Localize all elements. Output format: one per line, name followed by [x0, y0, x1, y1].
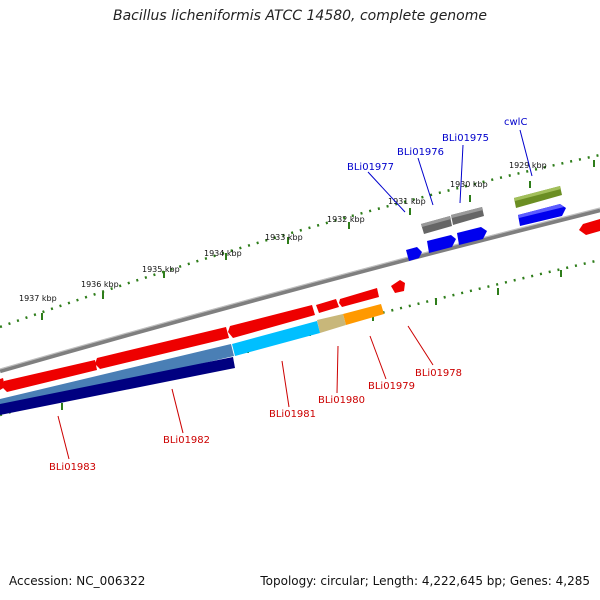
- gene-arrow-red-1982: [95, 327, 229, 369]
- scale-label: 1934 kbp: [204, 249, 242, 258]
- accession-text: Accession: NC_006322: [9, 574, 146, 588]
- gene-arrow-red-1983: [2, 360, 97, 392]
- scale-label: 1932 kbp: [327, 215, 365, 224]
- forward-leaders: [367, 129, 533, 213]
- gene-arrow-red-1979b: [316, 299, 339, 313]
- inner-major-ticks: [61, 270, 562, 410]
- gene-label-BLi01976: BLi01976: [397, 147, 444, 158]
- gene-label-BLi01982: BLi01982: [163, 435, 210, 446]
- outer-major-ticks: [41, 160, 595, 320]
- scale-label: 1929 kbp: [509, 161, 547, 170]
- gene-label-BLi01981: BLi01981: [269, 409, 316, 420]
- scale-label: 1937 kbp: [19, 294, 57, 303]
- scale-labels: 1937 kbp 1936 kbp 1935 kbp 1934 kbp 1933…: [19, 161, 547, 303]
- topology-text: Topology: circular; Length: 4,222,645 bp…: [260, 574, 590, 588]
- reverse-leaders: [57, 325, 434, 460]
- scale-label: 1931 kbp: [388, 197, 426, 206]
- gene-label-cwlC: cwlC: [504, 117, 527, 128]
- forward-gene-labels: cwlC BLi01975 BLi01976 BLi01977: [347, 117, 527, 173]
- scale-label: 1933 kbp: [265, 233, 303, 242]
- map-title: Bacillus licheniformis ATCC 14580, compl…: [113, 8, 487, 24]
- gene-arrow-cwlC-top: [514, 186, 561, 201]
- gene-arrow-red-right: [579, 219, 600, 235]
- gene-label-BLi01975: BLi01975: [442, 133, 489, 144]
- gene-label-BLi01977: BLi01977: [347, 162, 394, 173]
- scale-label: 1935 kbp: [142, 265, 180, 274]
- gene-label-BLi01980: BLi01980: [318, 395, 365, 406]
- gene-arrow-BLi01976-top: [421, 216, 451, 227]
- gene-arrow-BLi01975-top: [451, 207, 483, 218]
- gene-arrow-BLi01981: [232, 321, 320, 356]
- backbone-ring: [0, 207, 600, 374]
- gene-arrow-red-1979a: [339, 288, 379, 307]
- gene-arrow-blue-b: [427, 235, 456, 253]
- outer-dotted-track: [0, 153, 600, 329]
- gene-arrow-blue-1929: [518, 204, 566, 226]
- backbone-highlight: [0, 207, 600, 370]
- scale-label: 1930 kbp: [450, 180, 488, 189]
- gene-arrow-red-edge: [0, 378, 5, 390]
- reverse-genes: [0, 280, 405, 415]
- gene-arrow-blue-1929-top: [518, 204, 564, 218]
- gene-arrow-BLi01977: [406, 247, 422, 261]
- forward-genes: [406, 186, 600, 261]
- gene-arrow-BLi01979: [343, 304, 384, 325]
- gene-label-BLi01983: BLi01983: [49, 462, 96, 473]
- gene-arrow-BLi01981-red: [228, 305, 315, 338]
- gene-label-BLi01979: BLi01979: [368, 381, 415, 392]
- gene-arrow-BLi01983: [0, 357, 235, 415]
- scale-label: 1936 kbp: [81, 280, 119, 289]
- gene-label-BLi01978: BLi01978: [415, 368, 462, 379]
- gene-arrow-BLi01978: [391, 280, 405, 293]
- gene-arrow-BLi01980: [317, 314, 346, 333]
- gene-arrow-blue-a: [457, 227, 487, 245]
- reverse-gene-labels: BLi01978 BLi01979 BLi01980 BLi01981 BLi0…: [49, 368, 462, 473]
